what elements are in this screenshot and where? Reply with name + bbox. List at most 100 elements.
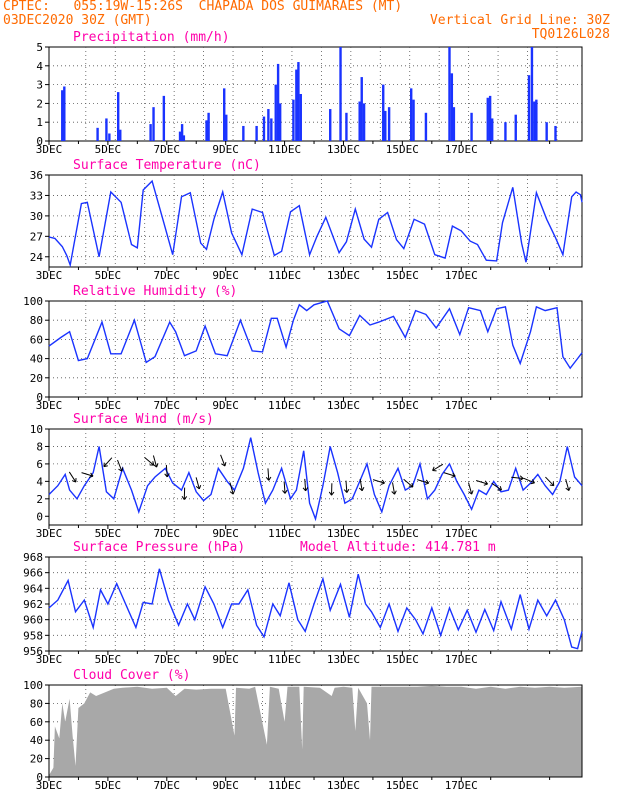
- wind-arrow: [267, 468, 270, 481]
- y-tick-label: 966: [23, 567, 43, 580]
- wind-arrow-head: [229, 490, 236, 495]
- wind-arrow: [545, 476, 555, 487]
- y-tick-label: 20: [30, 372, 43, 385]
- x-tick-label: 11DEC: [268, 269, 301, 282]
- precip-bar: [554, 125, 557, 141]
- x-tick-label: 15DEC: [386, 653, 419, 666]
- y-tick-label: 960: [23, 614, 43, 627]
- precip-bar: [63, 86, 66, 141]
- wind-arrow-head: [195, 484, 202, 490]
- precip-bar: [410, 88, 413, 141]
- panel-title: Precipitation (mm/h): [73, 30, 230, 45]
- x-tick-label: 9DEC: [212, 527, 239, 540]
- x-tick-label: 15DEC: [386, 143, 419, 156]
- wind-arrow-head: [118, 467, 124, 472]
- wind-arrow-head: [497, 486, 503, 491]
- wind-arrow: [372, 479, 385, 484]
- wind-arrow-head: [391, 490, 397, 495]
- precip-bar: [470, 112, 473, 141]
- y-tick-label: 0: [36, 510, 43, 523]
- x-tick-label: 3DEC: [36, 269, 63, 282]
- y-tick-label: 10: [30, 423, 43, 436]
- y-tick-label: 30: [30, 210, 43, 223]
- wind-arrow-head: [103, 462, 108, 468]
- precip-bar: [205, 120, 208, 141]
- precip-bar: [96, 127, 99, 141]
- wind-arrow: [152, 455, 158, 468]
- y-tick-label: 1: [36, 116, 43, 129]
- wind-arrow-head: [408, 482, 414, 488]
- precip-bar: [267, 109, 270, 141]
- wind-arrow-head: [530, 479, 535, 485]
- wind-arrow-head: [380, 479, 385, 485]
- wind-arrow: [283, 481, 286, 494]
- grid-line-note: Vertical Grid Line: 30Z: [429, 13, 610, 28]
- series-line: [48, 179, 583, 268]
- wind-arrow: [565, 478, 570, 491]
- wind-arrow: [304, 478, 307, 491]
- precip-bar: [504, 122, 507, 141]
- y-tick-label: 3: [36, 79, 43, 92]
- precip-bar: [242, 125, 245, 141]
- x-tick-label: 3DEC: [36, 527, 63, 540]
- x-tick-label: 13DEC: [327, 269, 360, 282]
- precip-bar: [278, 103, 282, 141]
- panel-2: 24 27 30 33 36 3DEC 5DEC 7DEC 9DEC 11DEC 13DEC 15DE…: [30, 158, 583, 282]
- precip-bar: [108, 133, 111, 141]
- x-tick-label: 3DEC: [36, 779, 63, 792]
- y-tick-label: 8: [36, 440, 43, 453]
- wind-arrow-head: [89, 472, 94, 478]
- x-tick-label: 5DEC: [95, 653, 122, 666]
- wind-arrow: [220, 454, 226, 467]
- chart-header: CPTEC: 055:19W-15:26S CHAPADA DOS GUIMAR…: [0, 0, 618, 46]
- x-tick-label: 11DEC: [268, 527, 301, 540]
- plot-frame: [48, 46, 583, 142]
- y-tick-label: 6: [36, 458, 43, 471]
- x-tick-label: 5DEC: [95, 143, 122, 156]
- x-tick-label: 7DEC: [154, 399, 181, 412]
- wind-arrow-head: [328, 491, 335, 496]
- precip-bar: [262, 116, 266, 141]
- y-tick-label: 40: [30, 353, 43, 366]
- precip-bar: [488, 95, 492, 141]
- wind-arrow-head: [302, 487, 309, 492]
- x-tick-label: 7DEC: [154, 269, 181, 282]
- y-tick-label: 0: [36, 135, 43, 148]
- wind-arrow-head: [519, 475, 524, 481]
- y-tick-label: 27: [30, 230, 43, 243]
- wind-arrow: [68, 471, 77, 483]
- precip-bar: [533, 101, 536, 141]
- cloud-area: [49, 685, 582, 777]
- plot-frame: [48, 174, 583, 268]
- y-tick-label: 80: [30, 314, 43, 327]
- precip-bar: [527, 75, 531, 141]
- x-tick-label: 5DEC: [95, 399, 122, 412]
- precip-bar: [339, 47, 342, 141]
- panel-1: 0 1 2 3 4 5 3DEC 5DEC 7DEC 9DEC 11DEC 13DEC 15DEC 17D…: [36, 30, 583, 156]
- precip-bar: [276, 63, 280, 141]
- wind-arrow: [475, 479, 488, 485]
- y-tick-label: 2: [36, 97, 43, 110]
- y-tick-label: 4: [36, 475, 43, 488]
- x-tick-label: 7DEC: [154, 527, 181, 540]
- panel-title: Surface Wind (m/s): [73, 412, 214, 427]
- precip-bar: [178, 131, 182, 141]
- precip-bar: [182, 135, 186, 141]
- x-tick-label: 11DEC: [268, 143, 301, 156]
- plot-frame: [48, 428, 583, 526]
- precip-bar: [117, 92, 120, 141]
- x-tick-label: 17DEC: [445, 143, 478, 156]
- x-tick-label: 3DEC: [36, 653, 63, 666]
- wind-arrow-head: [343, 488, 350, 493]
- precip-bar: [382, 84, 385, 141]
- precip-bar: [490, 118, 494, 141]
- wind-arrow: [81, 472, 94, 477]
- x-tick-label: 15DEC: [386, 779, 419, 792]
- wind-arrow: [117, 459, 123, 472]
- x-tick-label: 7DEC: [154, 143, 181, 156]
- x-tick-label: 15DEC: [386, 527, 419, 540]
- precip-bar: [255, 125, 258, 141]
- y-tick-label: 33: [30, 189, 43, 202]
- precip-bar: [530, 47, 534, 141]
- wind-arrow: [195, 477, 200, 490]
